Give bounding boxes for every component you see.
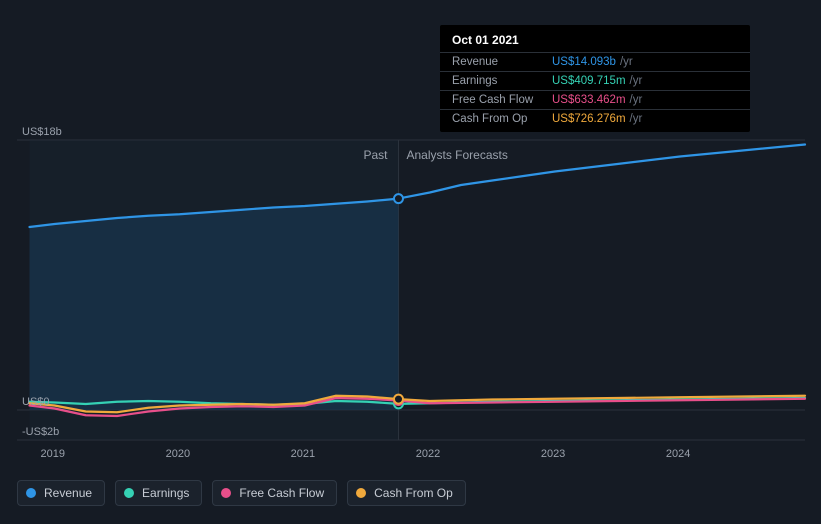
legend-label: Cash From Op xyxy=(374,486,453,500)
tooltip-row-label: Cash From Op xyxy=(452,113,552,125)
legend-swatch xyxy=(26,488,36,498)
tooltip-row-value: US$14.093b xyxy=(552,56,616,68)
tooltip-row-unit: /yr xyxy=(630,94,643,106)
legend-swatch xyxy=(221,488,231,498)
y-axis-label: US$0 xyxy=(22,396,50,408)
tooltip-row-value: US$409.715m xyxy=(552,75,626,87)
tooltip-row-unit: /yr xyxy=(630,113,643,125)
financials-chart: US$18b US$0 -US$2b 2019 2020 2021 2022 2023 202… xyxy=(0,0,821,524)
region-label-forecast: Analysts Forecasts xyxy=(406,148,507,162)
region-label-past: Past xyxy=(363,148,387,162)
legend-swatch xyxy=(356,488,366,498)
y-axis-label: US$18b xyxy=(22,126,62,138)
legend-swatch xyxy=(124,488,134,498)
x-axis-label: 2021 xyxy=(291,448,315,460)
tooltip-row-label: Free Cash Flow xyxy=(452,94,552,106)
legend-label: Revenue xyxy=(44,486,92,500)
chart-legend: Revenue Earnings Free Cash Flow Cash From O… xyxy=(17,480,466,506)
legend-label: Free Cash Flow xyxy=(239,486,324,500)
legend-item[interactable]: Revenue xyxy=(17,480,105,506)
tooltip-title: Oct 01 2021 xyxy=(440,33,750,52)
legend-item[interactable]: Free Cash Flow xyxy=(212,480,337,506)
tooltip-row-unit: /yr xyxy=(620,56,633,68)
tooltip-row-value: US$726.276m xyxy=(552,113,626,125)
x-axis-label: 2024 xyxy=(666,448,690,460)
tooltip-row-label: Earnings xyxy=(452,75,552,87)
chart-tooltip: Oct 01 2021 RevenueUS$14.093b/yrEarnings… xyxy=(440,25,750,132)
tooltip-row: EarningsUS$409.715m/yr xyxy=(440,71,750,90)
x-axis-label: 2023 xyxy=(541,448,565,460)
legend-label: Earnings xyxy=(142,486,189,500)
tooltip-row: Free Cash FlowUS$633.462m/yr xyxy=(440,90,750,109)
legend-item[interactable]: Earnings xyxy=(115,480,202,506)
y-axis-label: -US$2b xyxy=(22,426,59,438)
tooltip-row-label: Revenue xyxy=(452,56,552,68)
x-axis-label: 2019 xyxy=(41,448,65,460)
legend-item[interactable]: Cash From Op xyxy=(347,480,466,506)
tooltip-row: Cash From OpUS$726.276m/yr xyxy=(440,109,750,128)
x-axis-label: 2020 xyxy=(166,448,190,460)
tooltip-row-unit: /yr xyxy=(630,75,643,87)
x-axis-label: 2022 xyxy=(416,448,440,460)
tooltip-row: RevenueUS$14.093b/yr xyxy=(440,52,750,71)
tooltip-row-value: US$633.462m xyxy=(552,94,626,106)
